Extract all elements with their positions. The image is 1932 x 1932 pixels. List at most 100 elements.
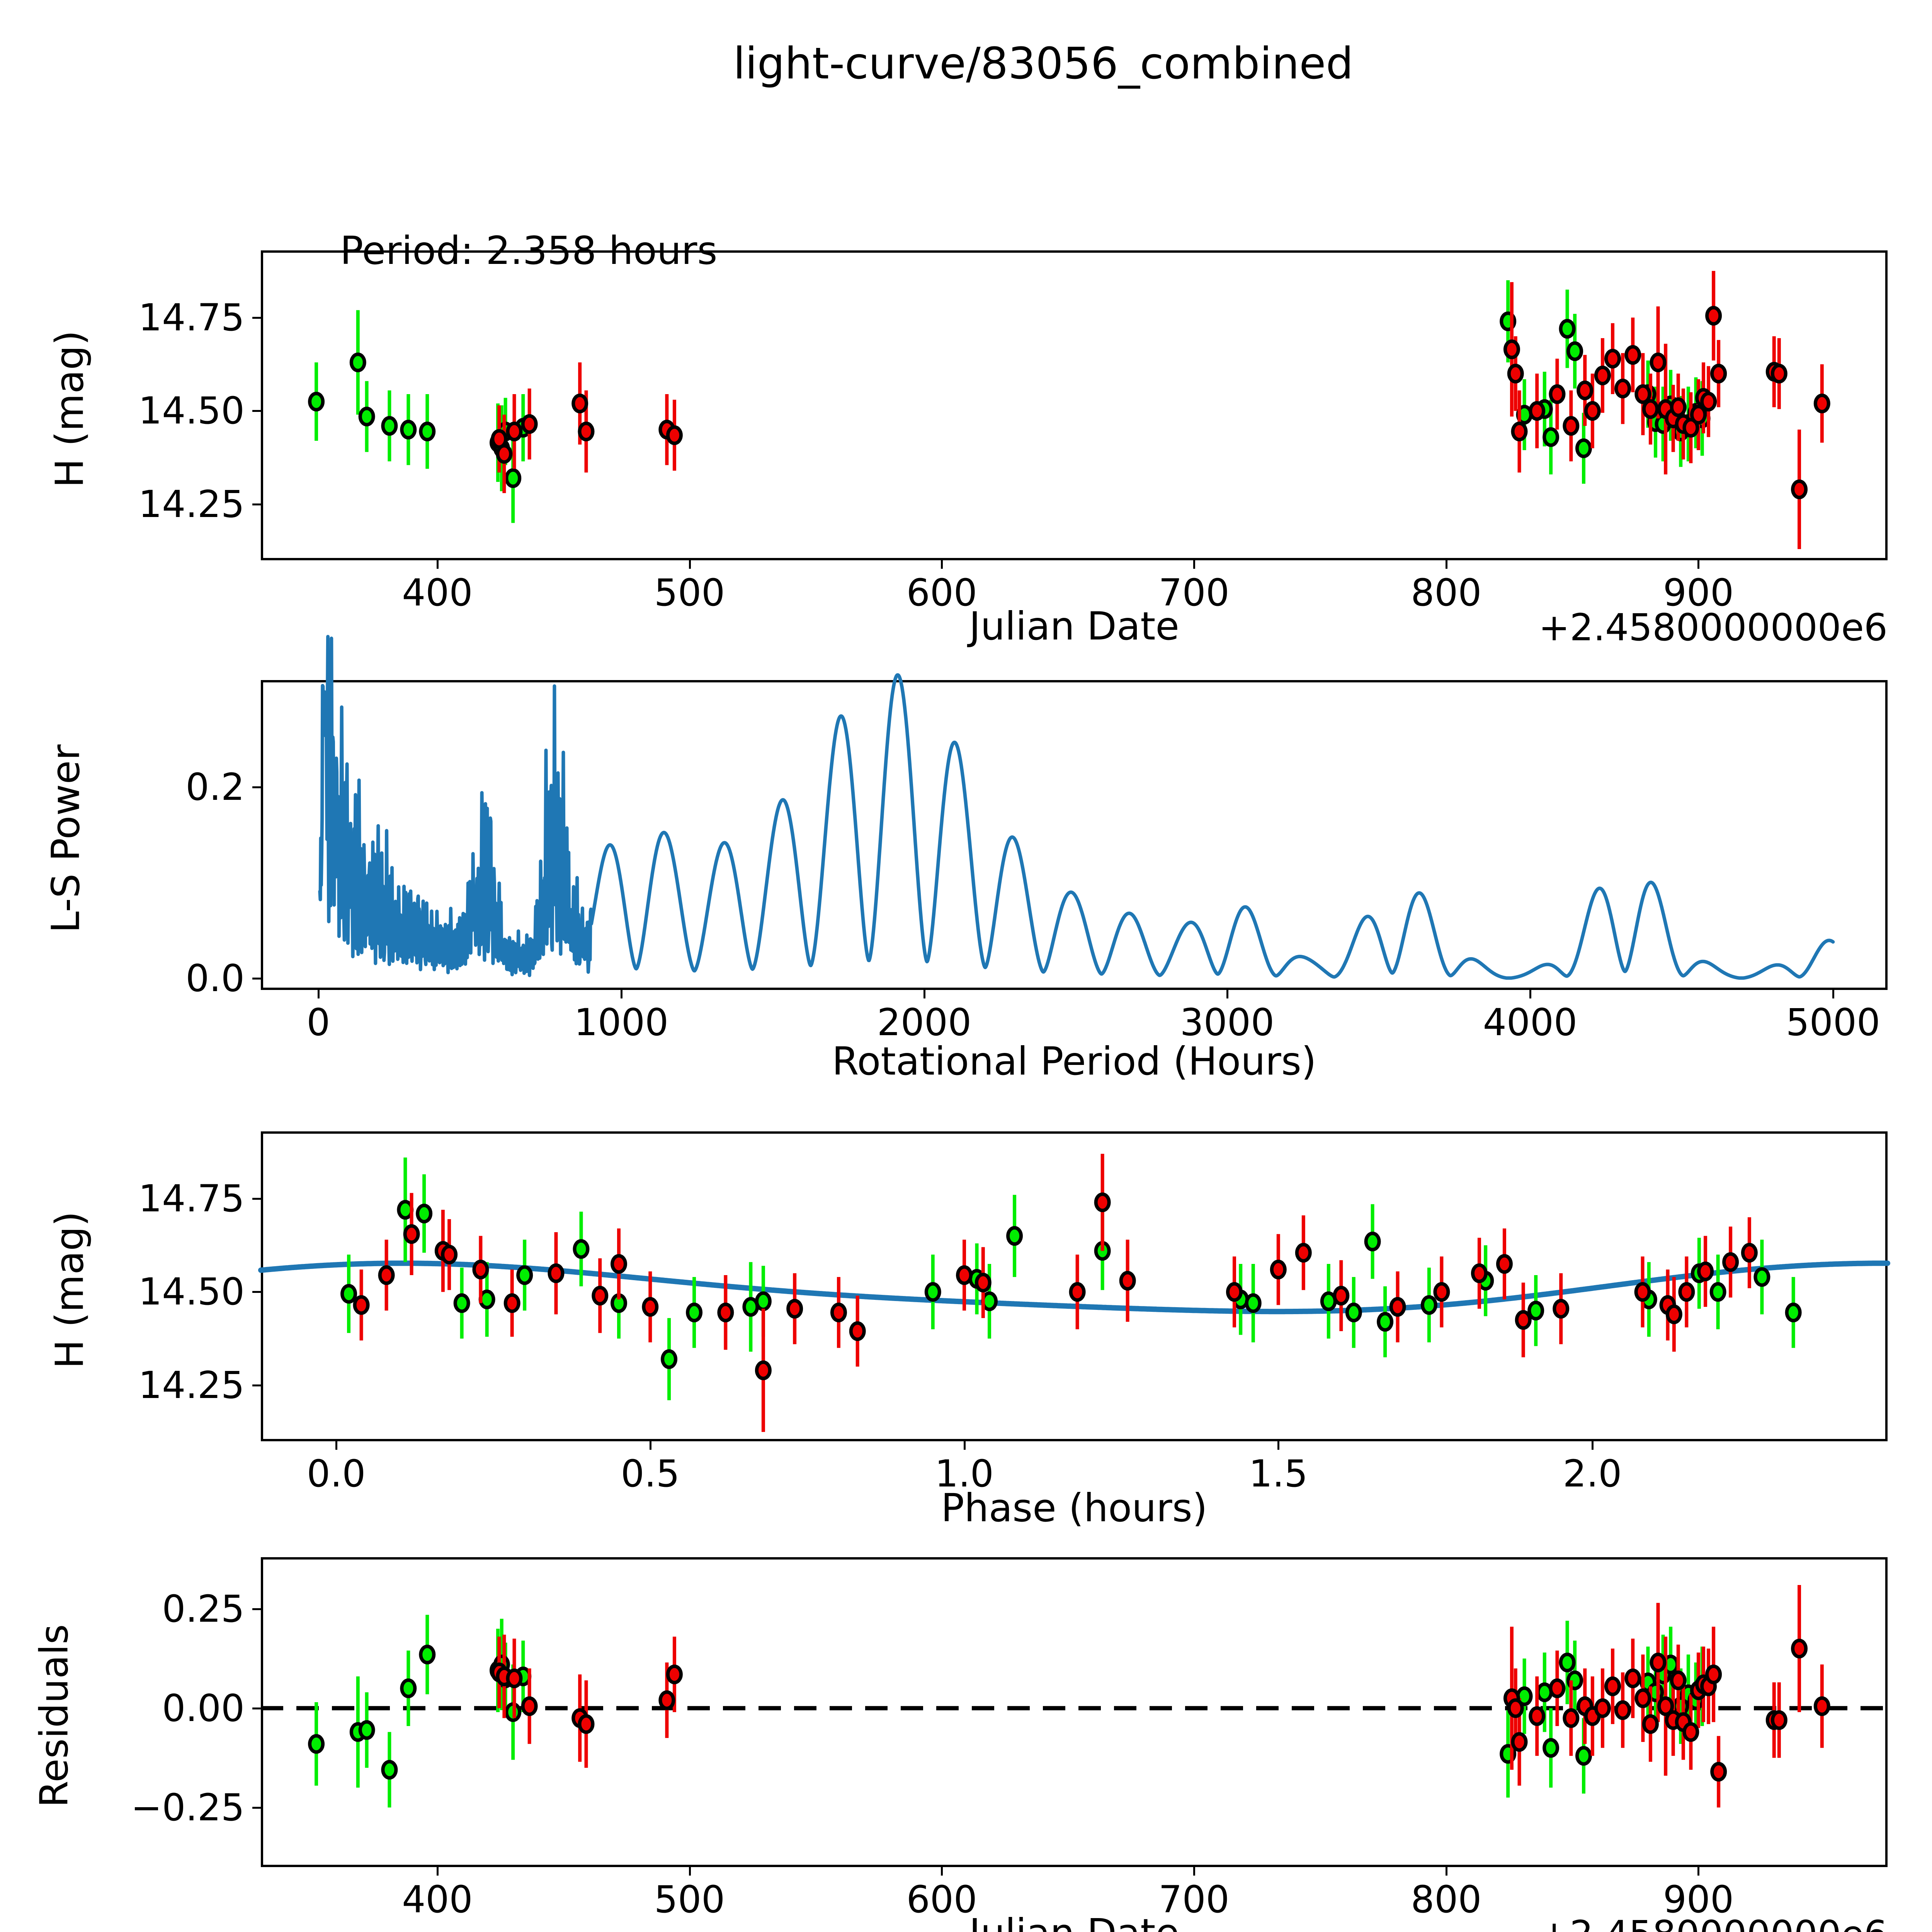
x-tick-mark <box>436 560 439 569</box>
panel-residuals-xlabel: Julian Date <box>773 1910 1376 1932</box>
data-point <box>1119 1271 1136 1291</box>
data-point <box>416 1204 433 1224</box>
data-point <box>1785 1303 1802 1323</box>
data-point <box>578 1714 595 1734</box>
data-point <box>956 1265 973 1285</box>
x-tick-label: 800 <box>1411 1878 1482 1921</box>
data-point <box>666 1664 683 1684</box>
data-point <box>1594 1698 1611 1718</box>
data-point <box>573 1239 590 1259</box>
data-point <box>1364 1231 1381 1252</box>
x-tick-label: 900 <box>1663 1878 1734 1921</box>
x-tick-mark <box>941 560 943 569</box>
data-point <box>1697 1261 1714 1281</box>
data-point <box>578 422 595 442</box>
data-point <box>1753 1267 1770 1287</box>
x-tick-label: 600 <box>906 1878 977 1921</box>
data-point <box>1503 339 1520 359</box>
data-point <box>1705 306 1722 326</box>
y-tick-mark <box>252 503 261 506</box>
data-point <box>571 393 588 413</box>
data-point <box>1634 1282 1651 1302</box>
panel-phase-folded <box>258 1131 1890 1441</box>
data-point <box>1543 1738 1560 1758</box>
data-point <box>1069 1282 1086 1302</box>
y-tick-mark <box>252 1384 261 1387</box>
data-point <box>1433 1282 1450 1302</box>
data-point <box>717 1303 734 1323</box>
x-tick-label: 1000 <box>574 1001 669 1044</box>
period-annotation: Period: 2.358 hours <box>340 228 718 273</box>
x-tick-label: 3000 <box>1180 1001 1275 1044</box>
data-point <box>400 1678 417 1698</box>
x-tick-label: 2000 <box>877 1001 972 1044</box>
x-tick-mark <box>923 990 925 998</box>
panel-lightcurve <box>261 250 1888 560</box>
data-point <box>1770 364 1787 384</box>
x-tick-mark <box>1445 1867 1447 1876</box>
data-point <box>378 1265 395 1285</box>
panel-residuals-plot <box>261 1585 1888 1808</box>
data-point <box>1575 1746 1592 1766</box>
data-point <box>1543 427 1560 447</box>
x-tick-mark <box>1226 990 1228 998</box>
data-point <box>521 1696 538 1716</box>
panel-phase-folded-xlabel: Phase (hours) <box>941 1485 1208 1531</box>
data-point <box>830 1303 847 1323</box>
data-point <box>1529 1706 1546 1726</box>
panel-lightcurve-xoffset: +2.4580000000e6 <box>1539 606 1888 649</box>
y-tick-label: 0.00 <box>162 1686 245 1730</box>
data-point <box>1634 1688 1651 1708</box>
x-tick-mark <box>1832 990 1834 998</box>
data-point <box>1705 1664 1722 1684</box>
y-tick-label: 14.75 <box>138 1177 245 1220</box>
x-tick-label: 400 <box>402 1878 473 1921</box>
data-point <box>1553 1299 1570 1319</box>
data-point <box>755 1291 772 1311</box>
data-point <box>1670 397 1687 417</box>
data-point <box>1563 1708 1580 1728</box>
x-tick-label: 0.0 <box>306 1452 366 1495</box>
y-tick-mark <box>252 1707 261 1709</box>
data-point <box>1511 422 1528 442</box>
y-tick-mark <box>252 316 261 319</box>
data-point <box>1604 349 1621 369</box>
data-point <box>516 1265 533 1285</box>
data-point <box>1094 1192 1111 1213</box>
data-point <box>496 444 513 464</box>
y-tick-mark <box>252 1197 261 1200</box>
data-point <box>1642 1714 1659 1734</box>
x-tick-mark <box>649 1441 651 1450</box>
x-tick-mark <box>1529 990 1531 998</box>
data-point <box>1722 1252 1739 1272</box>
data-point <box>1577 380 1594 400</box>
data-point <box>1575 438 1592 458</box>
data-point <box>349 352 366 372</box>
panel-periodogram <box>261 635 1888 990</box>
data-point <box>1563 416 1580 436</box>
data-point <box>1642 399 1659 419</box>
data-point <box>521 414 538 434</box>
data-point <box>472 1260 489 1280</box>
data-point <box>308 1734 325 1754</box>
data-point <box>1389 1297 1406 1317</box>
x-tick-mark <box>436 1867 439 1876</box>
x-tick-label: 500 <box>654 571 725 614</box>
data-point <box>1245 1293 1262 1313</box>
x-tick-label: 5000 <box>1786 1001 1881 1044</box>
x-tick-label: 1.5 <box>1248 1452 1308 1495</box>
data-point <box>1529 401 1546 421</box>
data-point <box>642 1297 659 1317</box>
data-point <box>661 1349 678 1369</box>
y-tick-mark <box>252 786 261 789</box>
periodogram-line <box>318 635 1835 980</box>
data-point <box>1226 1282 1243 1302</box>
data-point <box>353 1295 370 1315</box>
data-point <box>308 391 325 412</box>
data-point <box>1650 1652 1667 1672</box>
data-point <box>1471 1263 1488 1283</box>
data-point <box>419 422 436 442</box>
panel-lightcurve-frame <box>261 250 1888 560</box>
data-point <box>1496 1254 1513 1274</box>
x-tick-mark <box>941 1867 943 1876</box>
